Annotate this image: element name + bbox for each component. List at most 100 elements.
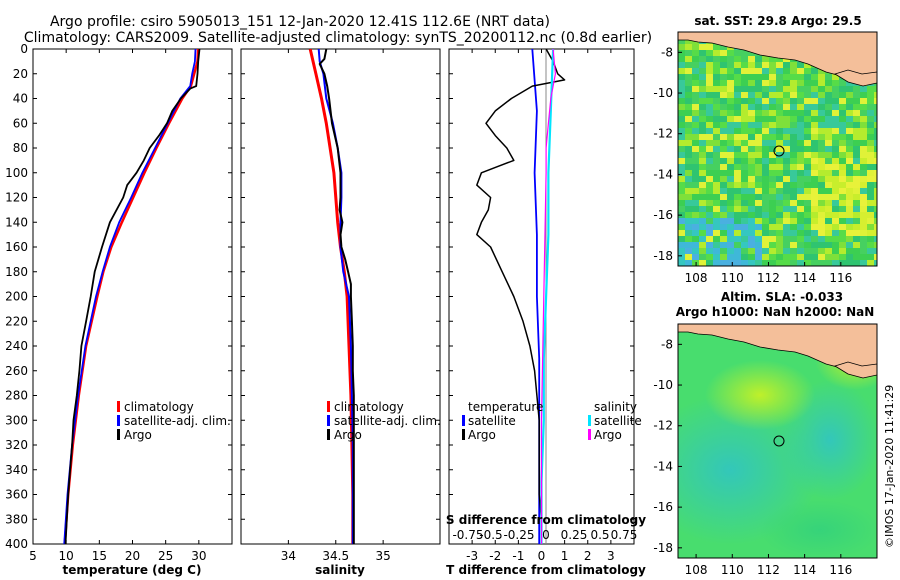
sst-cell <box>734 56 741 62</box>
sst-cell <box>804 128 811 134</box>
sst-cell <box>874 116 877 122</box>
sst-cell <box>692 182 699 188</box>
sst-cell <box>867 206 874 212</box>
sla-map-title: Altim. SLA: -0.033 <box>721 290 843 304</box>
sst-cell <box>727 188 734 194</box>
sst-cell <box>839 92 846 98</box>
sst-cell <box>853 212 860 218</box>
sst-cell <box>734 152 741 158</box>
sst-cell <box>748 248 755 254</box>
sst-cell <box>755 62 762 68</box>
legend-title-salinity: salinity <box>594 400 637 414</box>
sst-cell <box>867 128 874 134</box>
sst-cell <box>853 152 860 158</box>
sst-cell <box>769 236 776 242</box>
sst-cell <box>727 74 734 80</box>
sst-cell <box>692 50 699 56</box>
legend-swatch-climatology <box>117 401 120 412</box>
lat-tick-label: -14 <box>653 167 673 181</box>
sst-cell <box>769 74 776 80</box>
sst-cell <box>853 146 860 152</box>
sst-cell <box>790 116 797 122</box>
temperature-series <box>63 49 201 544</box>
sst-cell <box>755 200 762 206</box>
sst-cell <box>832 158 839 164</box>
sst-cell <box>811 92 818 98</box>
sst-cell <box>678 146 685 152</box>
sst-cell <box>692 254 699 260</box>
sst-cell <box>706 134 713 140</box>
sst-cell <box>699 206 706 212</box>
sst-cell <box>706 140 713 146</box>
sst-cell <box>741 104 748 110</box>
sst-cell <box>762 188 769 194</box>
sst-cell <box>727 260 734 266</box>
sst-cell <box>783 212 790 218</box>
sst-cell <box>762 152 769 158</box>
sst-cell <box>713 146 720 152</box>
sst-cell <box>755 56 762 62</box>
sst-cell <box>825 80 832 86</box>
sst-cell <box>790 254 797 260</box>
sst-cell <box>706 170 713 176</box>
sst-cell <box>860 110 867 116</box>
sst-cell <box>748 266 755 272</box>
sst-cell <box>741 194 748 200</box>
sst-cell <box>860 134 867 140</box>
sst-cell <box>769 200 776 206</box>
sst-cell <box>692 128 699 134</box>
sst-cell <box>769 260 776 266</box>
sst-cell <box>692 242 699 248</box>
sst-cell <box>867 158 874 164</box>
sst-cell <box>832 218 839 224</box>
sst-cell <box>811 128 818 134</box>
sst-cell <box>846 188 853 194</box>
sst-cell <box>853 242 860 248</box>
sst-cell <box>846 248 853 254</box>
sst-cell <box>685 194 692 200</box>
lon-tick-label: 108 <box>685 563 708 577</box>
sst-cell <box>804 224 811 230</box>
sst-cell <box>853 236 860 242</box>
sst-cell <box>818 122 825 128</box>
sst-cell <box>797 206 804 212</box>
sst-cell <box>811 152 818 158</box>
sst-cell <box>811 98 818 104</box>
sst-cell <box>853 122 860 128</box>
sst-cell <box>825 242 832 248</box>
sst-cell <box>825 218 832 224</box>
sst-cell <box>727 212 734 218</box>
legend-label-climatology: climatology <box>334 400 404 414</box>
sst-cell <box>853 248 860 254</box>
sst-cell <box>818 80 825 86</box>
sst-cell <box>860 86 867 92</box>
sst-cell <box>727 158 734 164</box>
sst-cell <box>818 164 825 170</box>
sst-cell <box>769 158 776 164</box>
sst-cell <box>818 98 825 104</box>
sst-cell <box>748 110 755 116</box>
sst-cell <box>678 44 685 50</box>
sst-cell <box>713 218 720 224</box>
sst-cell <box>692 230 699 236</box>
sst-cell <box>867 92 874 98</box>
sst-cell <box>706 62 713 68</box>
sst-cell <box>860 254 867 260</box>
lat-tick-label: -16 <box>653 208 673 222</box>
sst-cell <box>678 170 685 176</box>
sst-cell <box>720 62 727 68</box>
sst-cell <box>748 158 755 164</box>
sst-cell <box>748 140 755 146</box>
sst-cell <box>818 218 825 224</box>
sst-cell <box>804 110 811 116</box>
sst-cell <box>748 116 755 122</box>
sst-cell <box>685 206 692 212</box>
sst-cell <box>839 212 846 218</box>
depth-tick-label: 340 <box>5 463 28 477</box>
series-line-temperature-argo <box>476 49 566 544</box>
sst-cell <box>811 164 818 170</box>
sst-cell <box>699 218 706 224</box>
sst-cell <box>741 236 748 242</box>
sst-cell <box>783 128 790 134</box>
sst-cell <box>797 98 804 104</box>
